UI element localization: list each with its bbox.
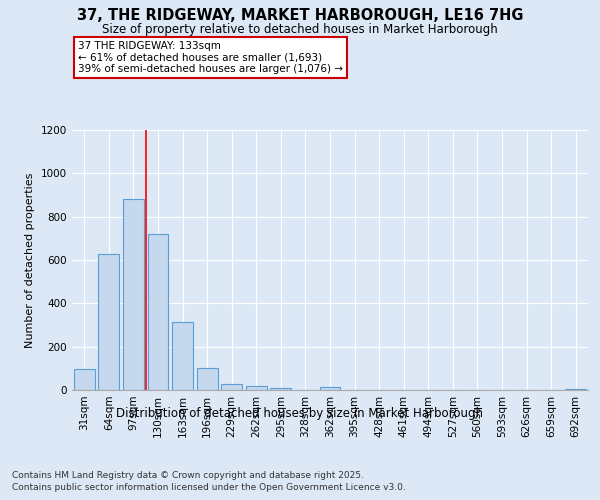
Bar	[197, 368, 218, 390]
Bar	[271, 388, 292, 390]
Bar	[172, 322, 193, 390]
Bar	[98, 254, 119, 390]
Bar	[148, 234, 169, 390]
Bar	[123, 200, 144, 390]
Bar	[565, 389, 586, 390]
Text: Size of property relative to detached houses in Market Harborough: Size of property relative to detached ho…	[102, 22, 498, 36]
Bar	[221, 384, 242, 390]
Text: Contains HM Land Registry data © Crown copyright and database right 2025.: Contains HM Land Registry data © Crown c…	[12, 471, 364, 480]
Bar	[74, 369, 95, 390]
Text: Distribution of detached houses by size in Market Harborough: Distribution of detached houses by size …	[116, 408, 484, 420]
Text: 37 THE RIDGEWAY: 133sqm
← 61% of detached houses are smaller (1,693)
39% of semi: 37 THE RIDGEWAY: 133sqm ← 61% of detache…	[78, 41, 343, 74]
Bar	[246, 386, 267, 390]
Y-axis label: Number of detached properties: Number of detached properties	[25, 172, 35, 348]
Text: Contains public sector information licensed under the Open Government Licence v3: Contains public sector information licen…	[12, 484, 406, 492]
Bar	[320, 388, 340, 390]
Text: 37, THE RIDGEWAY, MARKET HARBOROUGH, LE16 7HG: 37, THE RIDGEWAY, MARKET HARBOROUGH, LE1…	[77, 8, 523, 22]
